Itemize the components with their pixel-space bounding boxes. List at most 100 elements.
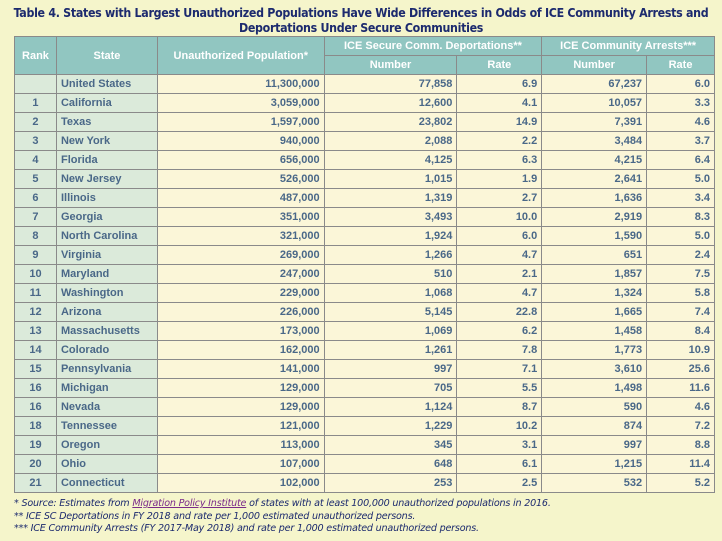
cell-arr-rate: 5.0 <box>646 226 715 246</box>
cell-dep-number: 648 <box>323 454 458 474</box>
cell-state: Colorado <box>55 340 158 360</box>
table-row: 5 New Jersey 526,000 1,015 1.9 2,641 5.0 <box>14 169 715 189</box>
cell-state: Washington <box>55 283 158 303</box>
cell-arr-number: 1,215 <box>541 454 648 474</box>
cell-arr-number: 1,324 <box>541 283 648 303</box>
cell-rank: 16 <box>14 397 57 417</box>
table-row: 16 Nevada 129,000 1,124 8.7 590 4.6 <box>14 397 715 417</box>
cell-state: Arizona <box>55 302 158 322</box>
cell-arr-number: 1,498 <box>541 378 648 398</box>
cell-population: 1,597,000 <box>156 112 325 132</box>
footnotes: * Source: Estimates from Migration Polic… <box>14 498 551 536</box>
cell-state: Pennsylvania <box>55 359 158 379</box>
cell-population: 656,000 <box>156 150 325 170</box>
cell-dep-rate: 2.2 <box>456 131 543 151</box>
title-line-1: Table 4. States with Largest Unauthorize… <box>13 6 709 20</box>
cell-arr-number: 67,237 <box>541 74 648 94</box>
cell-population: 940,000 <box>156 131 325 151</box>
cell-dep-rate: 14.9 <box>456 112 543 132</box>
cell-arr-number: 1,590 <box>541 226 648 246</box>
cell-state: United States <box>55 74 158 94</box>
table-row: 9 Virginia 269,000 1,266 4.7 651 2.4 <box>14 245 715 265</box>
cell-dep-number: 997 <box>323 359 458 379</box>
header-population: Unauthorized Population* <box>156 36 325 75</box>
cell-arr-rate: 4.6 <box>646 397 715 417</box>
cell-state: Maryland <box>55 264 158 284</box>
cell-arr-rate: 2.4 <box>646 245 715 265</box>
table-row: 2 Texas 1,597,000 23,802 14.9 7,391 4.6 <box>14 112 715 132</box>
cell-arr-number: 651 <box>541 245 648 265</box>
cell-arr-number: 997 <box>541 435 648 455</box>
cell-arr-rate: 3.3 <box>646 93 715 113</box>
cell-arr-rate: 5.8 <box>646 283 715 303</box>
cell-dep-rate: 7.8 <box>456 340 543 360</box>
cell-arr-number: 1,458 <box>541 321 648 341</box>
table-row: 21 Connecticut 102,000 253 2.5 532 5.2 <box>14 473 715 493</box>
header-arr-number: Number <box>541 55 648 75</box>
cell-population: 487,000 <box>156 188 325 208</box>
header-arrests: ICE Community Arrests*** <box>541 36 715 56</box>
cell-arr-number: 4,215 <box>541 150 648 170</box>
cell-arr-rate: 7.2 <box>646 416 715 436</box>
table-row: 18 Tennessee 121,000 1,229 10.2 874 7.2 <box>14 416 715 436</box>
cell-dep-number: 1,068 <box>323 283 458 303</box>
table-row: 6 Illinois 487,000 1,319 2.7 1,636 3.4 <box>14 188 715 208</box>
cell-dep-number: 510 <box>323 264 458 284</box>
cell-population: 129,000 <box>156 397 325 417</box>
cell-arr-number: 1,857 <box>541 264 648 284</box>
cell-arr-rate: 11.6 <box>646 378 715 398</box>
footnote-text: * Source: Estimates from <box>14 498 133 509</box>
cell-arr-number: 1,773 <box>541 340 648 360</box>
cell-rank: 11 <box>14 283 57 303</box>
cell-population: 229,000 <box>156 283 325 303</box>
table-row: 1 California 3,059,000 12,600 4.1 10,057 3.3 <box>14 93 715 113</box>
cell-population: 102,000 <box>156 473 325 493</box>
cell-population: 3,059,000 <box>156 93 325 113</box>
cell-arr-number: 2,641 <box>541 169 648 189</box>
cell-arr-rate: 10.9 <box>646 340 715 360</box>
cell-arr-number: 1,636 <box>541 188 648 208</box>
cell-population: 173,000 <box>156 321 325 341</box>
cell-population: 107,000 <box>156 454 325 474</box>
cell-dep-rate: 10.2 <box>456 416 543 436</box>
cell-arr-rate: 3.4 <box>646 188 715 208</box>
cell-dep-rate: 7.1 <box>456 359 543 379</box>
mpi-link[interactable]: Migration Policy Institute <box>132 498 247 509</box>
table-row: 13 Massachusetts 173,000 1,069 6.2 1,458 8.4 <box>14 321 715 341</box>
header-rank: Rank <box>14 36 57 75</box>
header-arr-rate: Rate <box>646 55 715 75</box>
cell-dep-rate: 10.0 <box>456 207 543 227</box>
cell-arr-number: 7,391 <box>541 112 648 132</box>
table-row: 19 Oregon 113,000 345 3.1 997 8.8 <box>14 435 715 455</box>
cell-dep-number: 1,924 <box>323 226 458 246</box>
cell-arr-rate: 5.0 <box>646 169 715 189</box>
cell-rank: 18 <box>14 416 57 436</box>
cell-state: Illinois <box>55 188 158 208</box>
footnote-source: * Source: Estimates from Migration Polic… <box>14 498 551 511</box>
cell-arr-rate: 5.2 <box>646 473 715 493</box>
cell-rank: 20 <box>14 454 57 474</box>
cell-state: New York <box>55 131 158 151</box>
cell-state: Virginia <box>55 245 158 265</box>
table-row: 10 Maryland 247,000 510 2.1 1,857 7.5 <box>14 264 715 284</box>
cell-arr-number: 1,665 <box>541 302 648 322</box>
cell-dep-number: 12,600 <box>323 93 458 113</box>
cell-rank: 1 <box>14 93 57 113</box>
cell-state: Michigan <box>55 378 158 398</box>
table-row: 14 Colorado 162,000 1,261 7.8 1,773 10.9 <box>14 340 715 360</box>
cell-dep-number: 1,266 <box>323 245 458 265</box>
header-state: State <box>55 36 158 75</box>
cell-dep-number: 5,145 <box>323 302 458 322</box>
cell-dep-rate: 4.1 <box>456 93 543 113</box>
states-table: Rank State Unauthorized Population* ICE … <box>14 36 715 493</box>
table-row: 16 Michigan 129,000 705 5.5 1,498 11.6 <box>14 378 715 398</box>
cell-population: 351,000 <box>156 207 325 227</box>
footnote-arrests: *** ICE Community Arrests (FY 2017-May 2… <box>14 523 479 534</box>
cell-dep-number: 345 <box>323 435 458 455</box>
cell-state: Tennessee <box>55 416 158 436</box>
cell-state: North Carolina <box>55 226 158 246</box>
cell-dep-number: 77,858 <box>323 74 458 94</box>
cell-dep-number: 1,015 <box>323 169 458 189</box>
cell-population: 247,000 <box>156 264 325 284</box>
cell-arr-number: 10,057 <box>541 93 648 113</box>
